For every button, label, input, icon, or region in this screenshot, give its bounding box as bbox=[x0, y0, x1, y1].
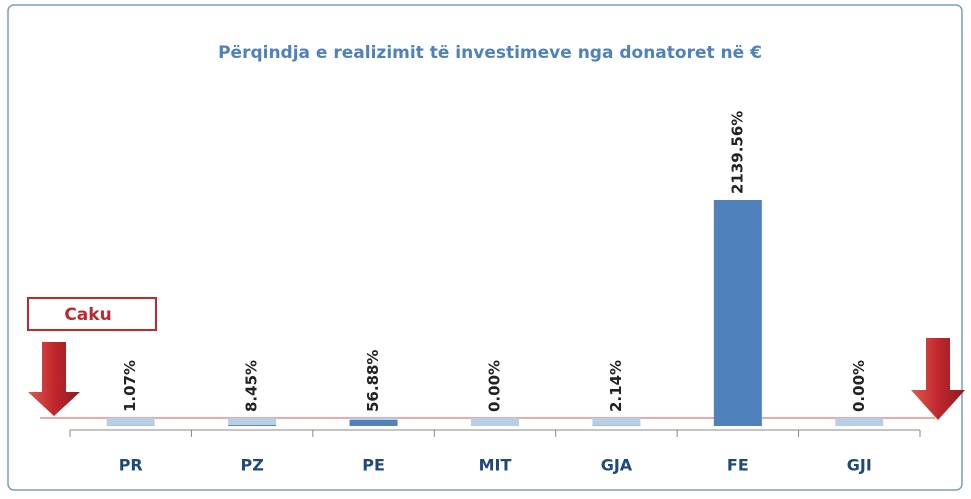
chart-title: Përqindja e realizimit të investimeve ng… bbox=[218, 43, 762, 63]
bar-base bbox=[106, 418, 155, 426]
bar bbox=[713, 200, 762, 426]
bar bbox=[349, 419, 398, 426]
title-box: Përqindja e realizimit të investimeve ng… bbox=[218, 43, 762, 63]
value-label: 0.00% bbox=[486, 360, 504, 412]
right-arrow bbox=[911, 338, 965, 420]
x-tick-label: PR bbox=[119, 456, 143, 475]
x-tick-label: GJA bbox=[601, 456, 633, 475]
bar-base bbox=[471, 418, 519, 426]
x-tick-label: MIT bbox=[479, 456, 512, 475]
x-tick-label: FE bbox=[727, 456, 749, 475]
value-label: 8.45% bbox=[243, 360, 261, 412]
left-arrow bbox=[28, 342, 80, 416]
value-label: 0.00% bbox=[850, 360, 868, 412]
bar bbox=[228, 425, 277, 426]
value-label: 2.14% bbox=[607, 360, 625, 412]
value-label: 1.07% bbox=[121, 360, 139, 412]
annotation: Caku bbox=[64, 305, 111, 325]
annotation-box bbox=[27, 297, 157, 331]
bar-base bbox=[228, 418, 277, 426]
value-label: 2139.56% bbox=[728, 111, 746, 194]
x-tick-label: GJI bbox=[847, 456, 872, 475]
x-tick-label: PZ bbox=[240, 456, 263, 475]
bar-base bbox=[835, 418, 884, 426]
value-label: 56.88% bbox=[364, 350, 382, 412]
bar-base bbox=[592, 418, 641, 426]
x-tick-label: PE bbox=[362, 456, 385, 475]
